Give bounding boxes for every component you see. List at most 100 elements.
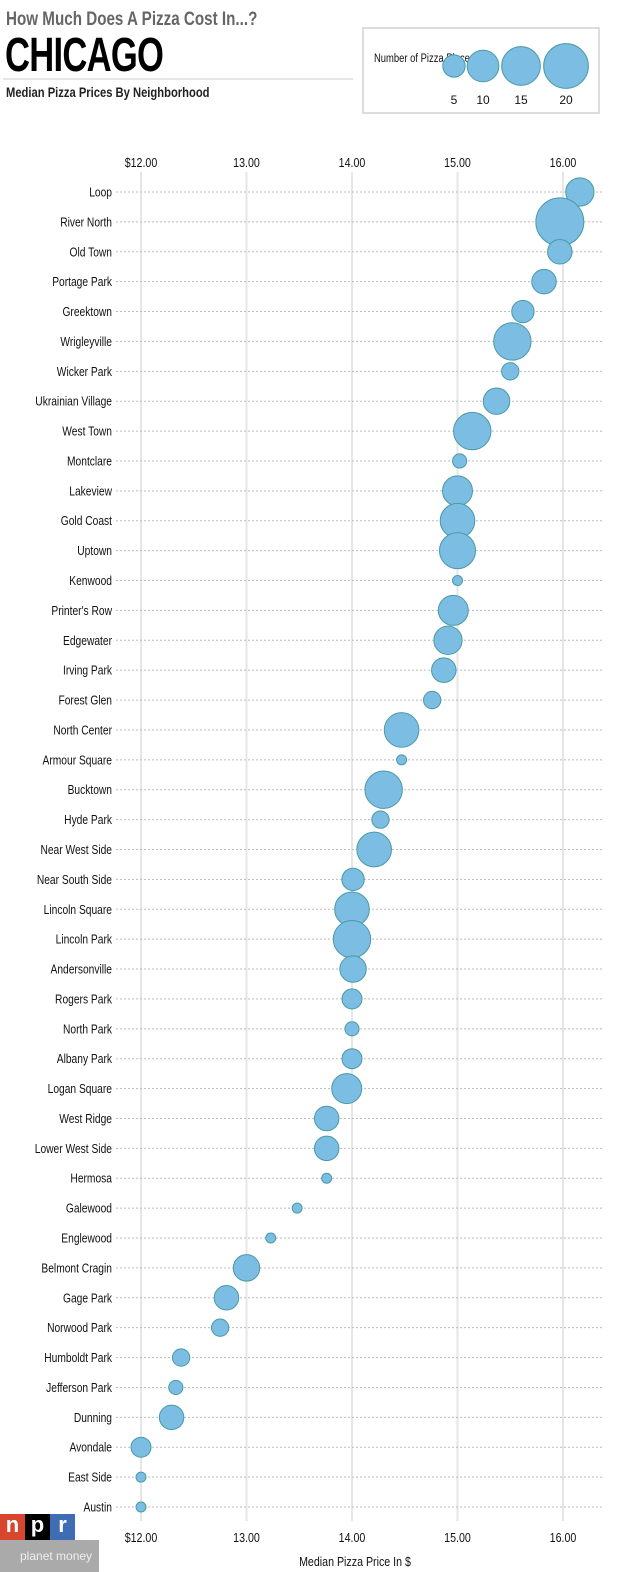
row-label: Rogers Park — [55, 994, 112, 1007]
bubble-montclare — [452, 453, 468, 469]
x-tick-label-bottom: 15.00 — [444, 1530, 471, 1545]
bubble-irving-park — [431, 657, 457, 683]
row-label: Uptown — [77, 545, 112, 558]
legend-bubble-5 — [442, 54, 466, 78]
bubble-ukrainian-village — [482, 387, 511, 415]
row-label: Ukrainian Village — [35, 396, 112, 409]
bubble-norwood-park — [210, 1318, 230, 1337]
bubble-gage-park — [213, 1285, 240, 1311]
row-label: Montclare — [67, 456, 112, 469]
row-label: Armour Square — [43, 754, 112, 767]
row-label: North Park — [63, 1023, 112, 1036]
row-label: Andersonville — [51, 964, 112, 977]
bubble-lakeview — [442, 475, 473, 507]
row-label: Hyde Park — [64, 814, 112, 827]
bubble-river-north — [535, 197, 585, 247]
npr-p: p — [25, 1514, 50, 1540]
x-tick-label-top: 15.00 — [444, 155, 471, 170]
row-label: Jefferson Park — [46, 1382, 112, 1395]
bubble-near-west-side — [356, 831, 392, 868]
bubble-west-town — [453, 411, 492, 451]
bubble-albany-park — [341, 1048, 363, 1070]
planet-money-logo: planet money — [0, 1540, 99, 1572]
legend-size-label: 20 — [559, 93, 573, 107]
x-tick-label-top: 16.00 — [550, 155, 577, 170]
subtitle-text: Median Pizza Prices By Neighborhood — [6, 84, 210, 100]
bubble-armour-square — [396, 754, 408, 766]
x-tick-label-bottom: $12.00 — [125, 1530, 158, 1545]
bubble-belmont-cragin — [232, 1254, 261, 1282]
row-label: Irving Park — [63, 665, 112, 678]
bubble-printer-s-row — [437, 594, 469, 626]
bubble-hermosa — [321, 1172, 333, 1184]
npr-logo: n p r — [0, 1514, 99, 1540]
bubble-wrigleyville — [493, 322, 532, 361]
bubble-wicker-park — [501, 362, 520, 381]
row-label: Wicker Park — [57, 366, 112, 379]
page-title: CHICAGO — [5, 28, 225, 83]
row-label: Loop — [89, 187, 112, 200]
row-label: Wrigleyville — [60, 336, 112, 349]
legend-bubble-15 — [501, 46, 541, 86]
x-tick-label-top: 13.00 — [233, 155, 260, 170]
row-label: Galewood — [66, 1203, 112, 1216]
bubble-east-side — [135, 1471, 147, 1483]
legend-size-label: 5 — [451, 93, 458, 107]
bubble-andersonville — [339, 955, 367, 983]
bubble-uptown — [438, 532, 477, 570]
title-divider — [3, 78, 353, 80]
bubble-kenwood — [452, 575, 463, 587]
x-tick-label-top: 14.00 — [339, 155, 366, 170]
row-label: Near West Side — [40, 844, 112, 857]
row-label: Edgewater — [63, 635, 112, 648]
row-label: Logan Square — [48, 1083, 112, 1096]
x-tick-label-top: $12.00 — [125, 155, 158, 170]
bubble-west-ridge — [313, 1105, 340, 1132]
row-label: Forest Glen — [58, 695, 112, 708]
row-label: Hermosa — [70, 1173, 112, 1186]
bubble-jefferson-park — [168, 1379, 184, 1396]
legend-size-label: 10 — [476, 93, 490, 107]
row-label: Avondale — [69, 1442, 112, 1455]
bubble-dunning — [158, 1404, 185, 1431]
row-label: Englewood — [61, 1233, 112, 1246]
bubble-greektown — [511, 299, 535, 324]
planet-money-text: planet money — [20, 1549, 93, 1563]
legend-size-label: 15 — [514, 93, 528, 107]
bubble-englewood — [265, 1232, 277, 1244]
row-label: Dunning — [74, 1412, 112, 1425]
row-label: East Side — [68, 1472, 112, 1485]
row-label: Albany Park — [57, 1053, 112, 1066]
bubble-rogers-park — [341, 988, 363, 1010]
row-label: West Ridge — [59, 1113, 112, 1126]
x-axis-title: Median Pizza Price In $ — [299, 1554, 411, 1569]
row-label: Austin — [84, 1502, 112, 1515]
npr-r: r — [50, 1514, 75, 1540]
bubble-loop — [565, 177, 595, 207]
row-label: Norwood Park — [47, 1322, 112, 1335]
row-label: Greektown — [62, 306, 112, 319]
kicker: How Much Does A Pizza Cost In...? — [6, 9, 320, 31]
row-label: Lakeview — [69, 486, 112, 499]
bubble-logan-square — [331, 1073, 363, 1105]
bubble-galewood — [291, 1202, 303, 1214]
row-label: Lincoln Park — [56, 934, 113, 947]
npr-n: n — [0, 1514, 25, 1540]
kicker-text: How Much Does A Pizza Cost In...? — [6, 9, 258, 30]
size-legend: Number of Pizza Places 5 10 15 20 — [362, 27, 600, 114]
bubble-austin — [135, 1501, 147, 1513]
bubble-humboldt-park — [171, 1348, 191, 1367]
row-label: Old Town — [69, 246, 112, 259]
bubble-lower-west-side — [313, 1135, 340, 1162]
row-label: Kenwood — [69, 575, 112, 588]
x-tick-label-bottom: 16.00 — [550, 1530, 577, 1545]
legend-bubble-10 — [466, 49, 500, 83]
bubble-lincoln-park — [332, 919, 372, 959]
bubble-bucktown — [364, 770, 403, 809]
row-label: Humboldt Park — [44, 1352, 112, 1365]
legend-bubbles: 5 10 15 20 — [442, 43, 589, 107]
subtitle: Median Pizza Prices By Neighborhood — [6, 84, 260, 100]
row-label: Printer's Row — [51, 605, 112, 618]
